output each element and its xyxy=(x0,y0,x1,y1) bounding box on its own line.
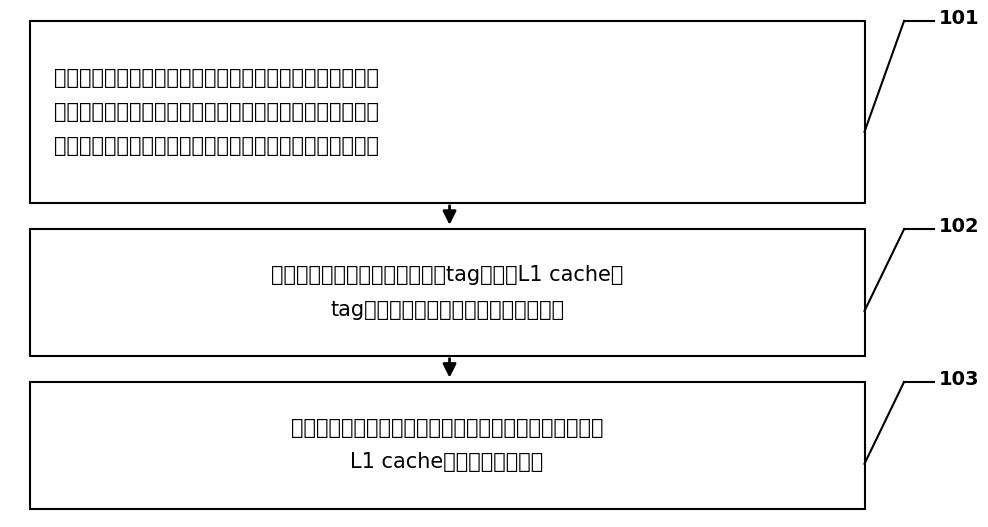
Text: 在流水阶段二时，比较新指令的tag区域与L1 cache的: 在流水阶段二时，比较新指令的tag区域与L1 cache的 xyxy=(271,266,623,285)
Text: L1 cache，进行相应的操作: L1 cache，进行相应的操作 xyxy=(351,453,543,472)
FancyBboxPatch shape xyxy=(30,382,864,509)
Text: 并对新指令的地址与双通道入队之前的老指令的所有地址进: 并对新指令的地址与双通道入队之前的老指令的所有地址进 xyxy=(54,102,379,122)
FancyBboxPatch shape xyxy=(30,21,864,203)
Text: 行地址冲突检测，并根据冲突指令的不同，执行不同的操作: 行地址冲突检测，并根据冲突指令的不同，执行不同的操作 xyxy=(54,136,379,156)
Text: 在流水阶段三时，根据新指令是否已操作完毕、是否命中: 在流水阶段三时，根据新指令是否已操作完毕、是否命中 xyxy=(290,418,604,438)
Text: 103: 103 xyxy=(939,370,979,389)
Text: tag区域，得到新指令的命中或失靶信息: tag区域，得到新指令的命中或失靶信息 xyxy=(330,300,564,319)
Text: 102: 102 xyxy=(939,217,979,236)
FancyBboxPatch shape xyxy=(30,229,864,356)
Text: 在流水阶段一时，获取双通道新入队的两个新指令的地址，: 在流水阶段一时，获取双通道新入队的两个新指令的地址， xyxy=(54,68,379,87)
Text: 101: 101 xyxy=(939,9,979,28)
